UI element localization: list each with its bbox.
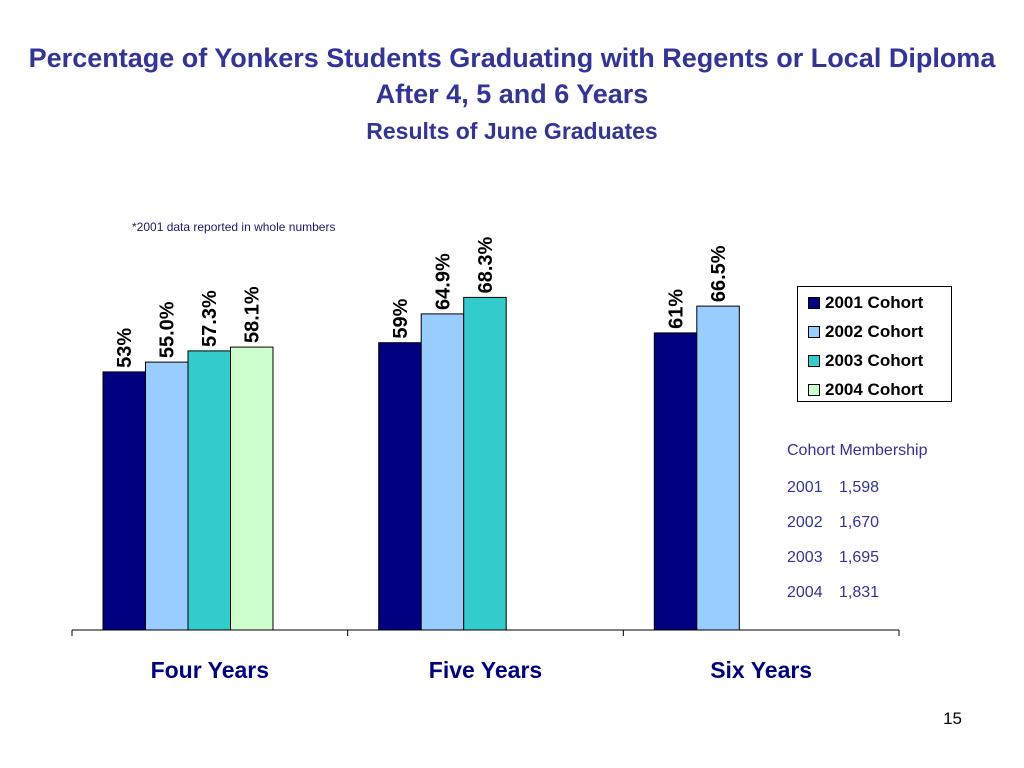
legend-swatch-2003: [808, 355, 820, 367]
cohort-year: 2001: [787, 479, 823, 496]
chart-legend: 2001 Cohort 2002 Cohort 2003 Cohort 2004…: [797, 286, 952, 402]
legend-item-2004: 2004 Cohort: [808, 379, 923, 401]
legend-label-2003: 2003 Cohort: [825, 351, 924, 370]
legend-label-2002: 2002 Cohort: [825, 322, 924, 341]
data-label: 59%: [390, 298, 412, 338]
cohort-year: 2004: [787, 584, 823, 601]
cohort-year: 2003: [787, 549, 823, 566]
cohort-membership-heading: Cohort Membership: [787, 442, 928, 459]
x-tick-label: Five Years: [429, 657, 542, 683]
data-label: 53%: [114, 328, 136, 368]
legend-item-2001: 2001 Cohort: [808, 292, 923, 314]
cohort-membership-table: Cohort Membership 2001 1,598 2002 1,670 20…: [787, 442, 928, 601]
legend-label-2004: 2004 Cohort: [825, 380, 924, 399]
data-label: 64.9%: [432, 253, 454, 310]
cohort-count: 1,598: [839, 479, 880, 496]
legend-label-2001: 2001 Cohort: [825, 293, 924, 312]
bar-2003-four-years: [187, 350, 231, 631]
chart-subtitle: Results of June Graduates: [366, 118, 658, 144]
chart-title: Percentage of Yonkers Students Graduatin…: [28, 43, 996, 109]
cohort-year: 2002: [787, 514, 823, 531]
cohort-membership-row: 2001 1,598: [787, 479, 879, 497]
bar-2001-six-years: [653, 332, 698, 631]
legend-swatch-2004: [808, 384, 820, 396]
bar-2002-five-years: [420, 313, 465, 631]
data-label: 61%: [666, 289, 688, 329]
data-label: 66.5%: [708, 245, 730, 302]
cohort-membership-row: 2004 1,831: [787, 584, 879, 602]
x-tick-label: Six Years: [710, 657, 812, 683]
legend-item-2003: 2003 Cohort: [808, 350, 923, 372]
cohort-membership-row: 2002 1,670: [787, 514, 879, 532]
cohort-count: 1,831: [839, 584, 880, 601]
bar-2004-four-years: [230, 346, 274, 631]
bar-2002-four-years: [145, 361, 189, 631]
bar-2001-four-years: [102, 371, 146, 631]
bar-2002-six-years: [696, 305, 740, 631]
data-label: 68.3%: [475, 236, 497, 293]
data-label: 55.0%: [157, 301, 179, 358]
page-number: 15: [943, 709, 962, 728]
bar-2001-five-years: [378, 342, 422, 631]
cohort-count: 1,695: [839, 549, 880, 566]
cohort-membership-row: 2003 1,695: [787, 549, 879, 567]
bar-2003-five-years: [463, 296, 507, 631]
data-note: *2001 data reported in whole numbers: [132, 220, 336, 234]
x-tick-label: Four Years: [151, 657, 269, 683]
data-label: 58.1%: [242, 286, 264, 343]
legend-item-2002: 2002 Cohort: [808, 321, 923, 343]
data-label: 57.3%: [199, 290, 221, 347]
cohort-count: 1,670: [839, 514, 880, 531]
legend-swatch-2001: [808, 297, 820, 309]
legend-swatch-2002: [808, 326, 820, 338]
